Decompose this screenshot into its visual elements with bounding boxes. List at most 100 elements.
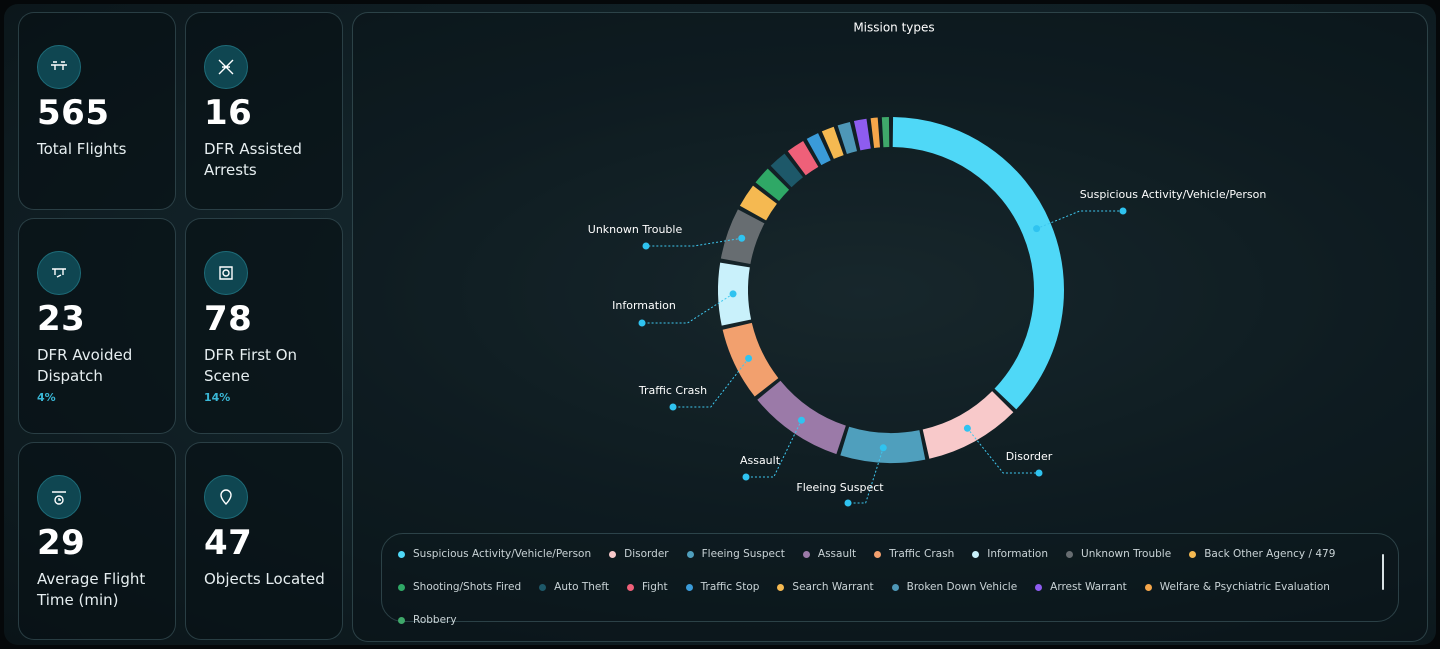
kpi-card: 565 Total Flights — [18, 12, 176, 210]
legend-label: Disorder — [624, 548, 669, 560]
legend-label: Robbery — [413, 614, 457, 626]
icon-path — [51, 61, 67, 70]
scrollbar[interactable] — [1382, 554, 1384, 590]
kpi-card: 29 Average Flight Time (min) — [18, 442, 176, 640]
kpi-value: 16 — [204, 93, 253, 133]
icon-path — [52, 491, 66, 505]
callout-label: Assault — [740, 454, 781, 467]
callout-dot — [1119, 207, 1127, 215]
callout-dot — [1033, 225, 1041, 233]
legend-label: Back Other Agency / 479 — [1204, 548, 1336, 560]
kpi-percent: 4% — [37, 391, 56, 404]
legend-swatch — [1144, 583, 1152, 591]
kpi-label: Total Flights — [37, 140, 127, 158]
callout-line — [966, 427, 1039, 474]
legend-item[interactable]: Welfare & Psychiatric Evaluation — [1144, 579, 1330, 595]
kpi-label: Average Flight Time (min) — [37, 570, 146, 609]
icon-glyph — [52, 491, 66, 505]
kpi-card: 23 DFR Avoided Dispatch 4% — [18, 218, 176, 434]
donut-chart: Mission types Suspicious Activity/Vehicl… — [588, 21, 1266, 507]
donut-segment — [787, 140, 819, 176]
legend-item[interactable]: Robbery — [398, 612, 457, 628]
kpi-icon — [37, 251, 81, 295]
legend-label: Traffic Stop — [700, 581, 760, 593]
legend-swatch — [627, 583, 635, 591]
legend-label: Shooting/Shots Fired — [413, 581, 522, 593]
kpi-value: 23 — [37, 299, 86, 339]
kpi-card: 16 DFR Assisted Arrests — [185, 12, 343, 210]
icon-glyph — [220, 489, 232, 505]
kpi-value: 565 — [37, 93, 110, 133]
mission-panel: Mission types Suspicious Activity/Vehicl… — [352, 12, 1428, 642]
legend-swatch — [539, 583, 547, 591]
legend-item[interactable]: Auto Theft — [539, 579, 609, 595]
legend-swatch — [685, 583, 693, 591]
chart-title: Mission types — [853, 21, 934, 35]
callout-label: Disorder — [1006, 450, 1053, 463]
callout-label: Fleeing Suspect — [796, 481, 884, 494]
callout-line — [848, 447, 884, 504]
kpi-value: 29 — [37, 523, 86, 563]
callout-label: Traffic Crash — [638, 384, 707, 397]
callout-dot — [797, 416, 805, 424]
legend-swatch — [398, 616, 405, 624]
legend-label: Fleeing Suspect — [701, 548, 785, 560]
legend-item[interactable]: Back Other Agency / 479 — [1189, 546, 1335, 562]
legend-item[interactable]: Search Warrant — [777, 579, 874, 595]
kpi-value: 78 — [204, 299, 253, 339]
callout-dot — [742, 473, 750, 481]
kpi-icon — [37, 475, 81, 519]
legend-item[interactable]: Suspicious Activity/Vehicle/Person — [398, 546, 591, 562]
legend-item[interactable]: Fight — [627, 579, 668, 595]
legend-swatch — [609, 550, 617, 558]
icon-path — [218, 59, 234, 75]
legend-swatch — [972, 550, 980, 558]
legend-label: Suspicious Activity/Vehicle/Person — [413, 548, 592, 560]
legend-item[interactable]: Fleeing Suspect — [686, 546, 785, 562]
legend-swatch — [1035, 583, 1043, 591]
legend-swatch — [891, 583, 899, 591]
legend-label: Broken Down Vehicle — [906, 581, 1018, 593]
callout-label: Information — [612, 299, 676, 312]
icon-glyph — [52, 268, 66, 278]
donut-segment — [922, 390, 1014, 459]
donut-segment — [821, 126, 844, 159]
dashboard: 565 Total Flights 16 DFR Assisted Arrests 23… — [4, 4, 1436, 645]
callout-dot — [638, 319, 646, 327]
legend-swatch — [686, 550, 694, 558]
callout-line — [642, 293, 734, 324]
legend-item[interactable]: Traffic Stop — [685, 579, 760, 595]
donut-segment — [892, 117, 1064, 410]
legend-label: Information — [987, 548, 1049, 560]
kpi-label: Objects Located — [204, 570, 325, 588]
donut-segment — [806, 133, 831, 166]
icon-glyph — [51, 61, 67, 70]
legend-item[interactable]: Broken Down Vehicle — [891, 579, 1018, 595]
legend-swatch — [874, 550, 882, 558]
legend-item[interactable]: Information — [972, 546, 1048, 562]
kpi-label: DFR Assisted Arrests — [204, 140, 302, 179]
callout-dot — [729, 290, 737, 298]
donut-segment — [853, 118, 871, 151]
legend-label: Search Warrant — [792, 581, 874, 593]
legend-label: Traffic Crash — [889, 548, 955, 560]
callout-dot — [745, 354, 753, 362]
legend-item[interactable]: Assault — [802, 546, 856, 562]
legend-item[interactable]: Disorder — [609, 546, 669, 562]
legend-item[interactable]: Arrest Warrant — [1035, 579, 1127, 595]
legend-swatch — [777, 583, 785, 591]
donut-segment — [870, 117, 881, 149]
icon-path — [219, 266, 233, 280]
legend-item[interactable]: Traffic Crash — [874, 546, 954, 562]
legend-swatch — [1066, 550, 1074, 558]
donut-segment — [837, 121, 858, 155]
callout-line — [673, 358, 749, 408]
legend-label: Auto Theft — [554, 581, 610, 593]
callout-label: Unknown Trouble — [588, 223, 683, 236]
legend-swatch — [398, 550, 405, 558]
icon-path — [220, 489, 232, 505]
legend-item[interactable]: Unknown Trouble — [1066, 546, 1171, 562]
legend-item[interactable]: Shooting/Shots Fired — [398, 579, 521, 595]
donut-segment — [722, 322, 779, 397]
callout-dot — [879, 444, 887, 452]
